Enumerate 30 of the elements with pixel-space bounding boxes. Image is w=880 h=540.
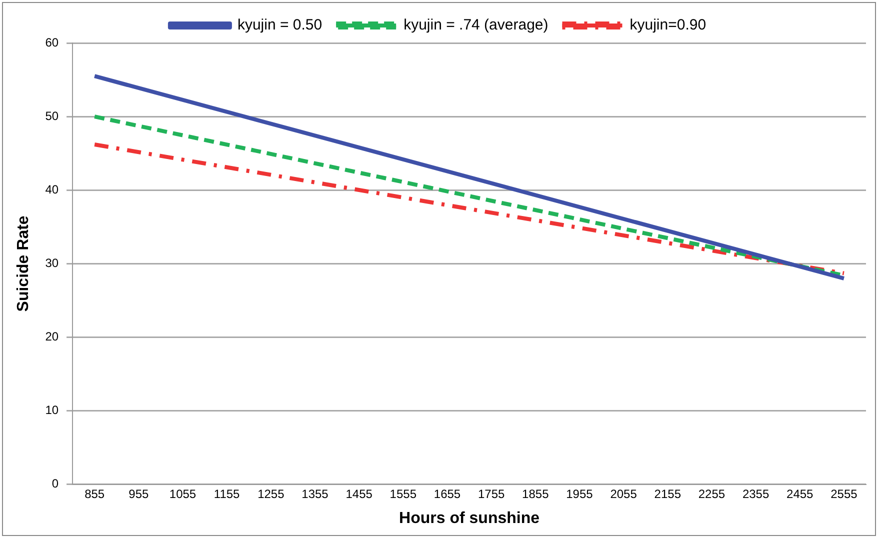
y-tick-label: 60	[45, 35, 59, 50]
y-tick-label: 30	[45, 256, 59, 270]
x-tick-label: 955	[128, 486, 149, 501]
x-tick-label: 1455	[346, 486, 373, 501]
legend-label: kyujin = 0.50	[237, 16, 322, 34]
y-tick-label: 0	[52, 476, 59, 491]
x-tick-label: 1055	[169, 486, 196, 501]
y-tick-label: 50	[45, 108, 59, 123]
x-tick-label: 1255	[258, 486, 285, 501]
x-tick-label: 1355	[302, 486, 329, 501]
x-tick-label: 2055	[610, 486, 638, 501]
x-tick-label: 1155	[214, 486, 240, 501]
x-tick-label: 2355	[742, 486, 770, 501]
legend-label: kyujin=0.90	[630, 16, 706, 34]
y-tick-label: 40	[45, 182, 59, 196]
x-tick-label: 1555	[390, 486, 417, 501]
x-tick-label: 1955	[566, 486, 594, 501]
x-tick-label: 2255	[698, 486, 726, 501]
y-tick-label: 10	[45, 403, 59, 418]
x-tick-label: 855	[84, 486, 105, 501]
x-axis-title: Hours of sunshine	[399, 510, 540, 527]
x-tick-label: 1855	[522, 486, 550, 501]
x-tick-label: 1755	[478, 486, 505, 501]
legend-label: kyujin = .74 (average)	[404, 16, 548, 34]
x-tick-label: 2155	[654, 486, 682, 501]
y-tick-label: 20	[45, 330, 59, 344]
y-axis-title: Suicide Rate	[15, 216, 32, 312]
x-tick-label: 2555	[830, 486, 858, 501]
x-tick-label: 2455	[786, 486, 814, 501]
x-tick-label: 1655	[434, 486, 461, 501]
